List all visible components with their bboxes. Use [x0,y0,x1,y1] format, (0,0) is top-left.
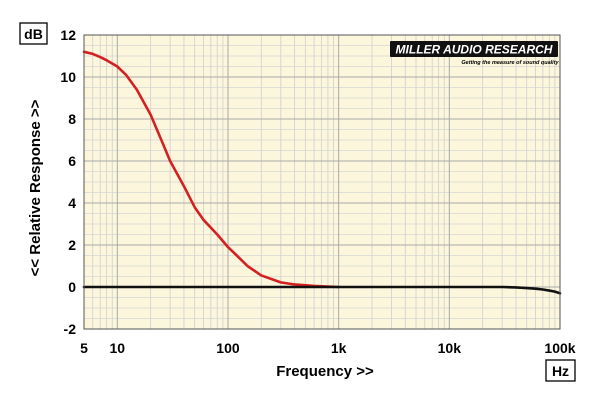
x-unit-label: Hz [552,363,569,379]
y-tick-label: 10 [60,69,76,85]
y-unit-label: dB [24,26,43,42]
y-tick-label: 2 [68,237,76,253]
x-tick-labels: 5 10 100 1k 10k 100k [80,340,576,356]
y-tick-label: 6 [68,153,76,169]
y-tick-label: 0 [68,279,76,295]
x-axis-title: Frequency >> [276,363,374,380]
x-tick-label: 5 [80,340,88,356]
x-tick-label: 1k [331,340,347,356]
logo-tagline: Getting the measure of sound quality [461,60,559,66]
y-tick-labels: -2 0 2 4 6 8 10 12 [60,27,76,337]
x-unit-box: Hz [545,359,576,382]
series-line-2 [82,285,562,295]
logo-name: MILLER AUDIO RESEARCH [396,43,553,57]
y-tick-label: 4 [68,195,76,211]
series-layer [82,50,562,295]
minor-gridlines [83,35,560,329]
y-tick-label: 12 [60,27,76,43]
y-unit-box: dB [19,22,48,45]
y-tick-label: -2 [64,321,77,337]
y-axis-title: << Relative Response >> [27,99,44,276]
x-tick-label: 100 [216,340,240,356]
brand-logo: MILLER AUDIO RESEARCH Getting the measur… [390,41,560,66]
x-tick-label: 10 [110,340,126,356]
plot-frame [83,34,561,330]
x-tick-label: 100k [544,340,575,356]
y-tick-label: 8 [68,111,76,127]
series-line-1 [82,50,340,289]
x-tick-label: 10k [438,340,462,356]
